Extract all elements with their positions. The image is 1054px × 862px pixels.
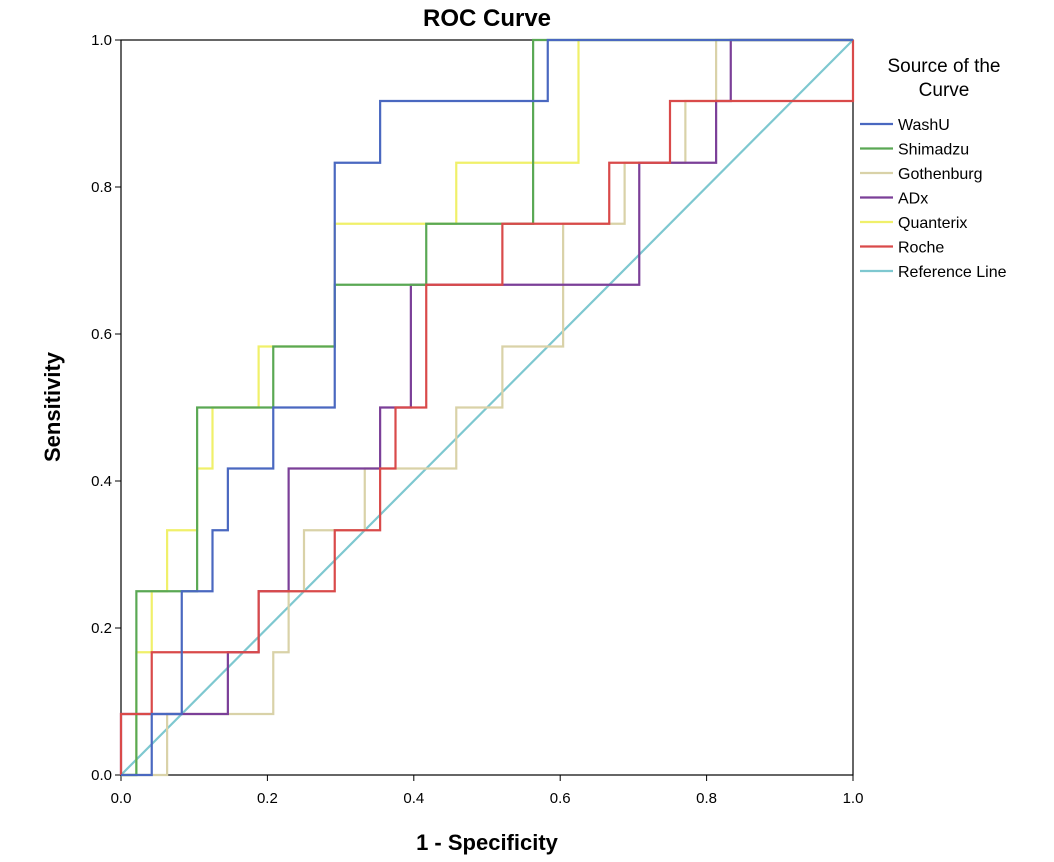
legend: Source of the Curve WashU Shimadzu Gothenb…: [860, 56, 1007, 281]
x-tick-label: 0.6: [550, 790, 571, 807]
x-tick-label: 0.2: [257, 790, 278, 807]
series-line-gothenburg: [121, 38, 853, 777]
plot-frame: [120, 39, 854, 776]
series-layer: [119, 38, 855, 777]
legend-title-line-2: Curve: [919, 80, 970, 101]
chart-title: ROC Curve: [423, 5, 551, 32]
y-axis-label: Sensitivity: [40, 351, 65, 462]
y-axis: 0.0 0.2 0.4 0.6 0.8 1.0: [91, 32, 121, 784]
y-tick-label: 0.0: [91, 767, 112, 784]
legend-label-roche: Roche: [898, 240, 944, 257]
x-tick-label: 1.0: [843, 790, 864, 807]
series-line-shimadzu: [121, 38, 853, 777]
legend-label-shimadzu: Shimadzu: [898, 142, 969, 159]
x-axis: 0.0 0.2 0.4 0.6 0.8 1.0: [111, 775, 864, 807]
series-line-quanterix: [121, 38, 853, 777]
series-line-washu: [121, 38, 853, 777]
legend-label-quanterix: Quanterix: [898, 215, 967, 232]
legend-title-line-1: Source of the: [887, 56, 1000, 77]
legend-label-gothenburg: Gothenburg: [898, 166, 983, 183]
y-tick-label: 0.8: [91, 179, 112, 196]
x-tick-label: 0.0: [111, 790, 132, 807]
y-tick-label: 0.2: [91, 620, 112, 637]
series-line-roche: [119, 40, 855, 775]
legend-label-washu: WashU: [898, 117, 950, 134]
y-tick-label: 0.4: [91, 473, 112, 490]
y-tick-label: 0.6: [91, 326, 112, 343]
x-tick-label: 0.4: [403, 790, 424, 807]
legend-label-reference-line: Reference Line: [898, 264, 1007, 281]
y-tick-label: 1.0: [91, 32, 112, 49]
x-tick-label: 0.8: [696, 790, 717, 807]
legend-label-adx: ADx: [898, 191, 928, 208]
x-axis-label: 1 - Specificity: [416, 830, 559, 855]
